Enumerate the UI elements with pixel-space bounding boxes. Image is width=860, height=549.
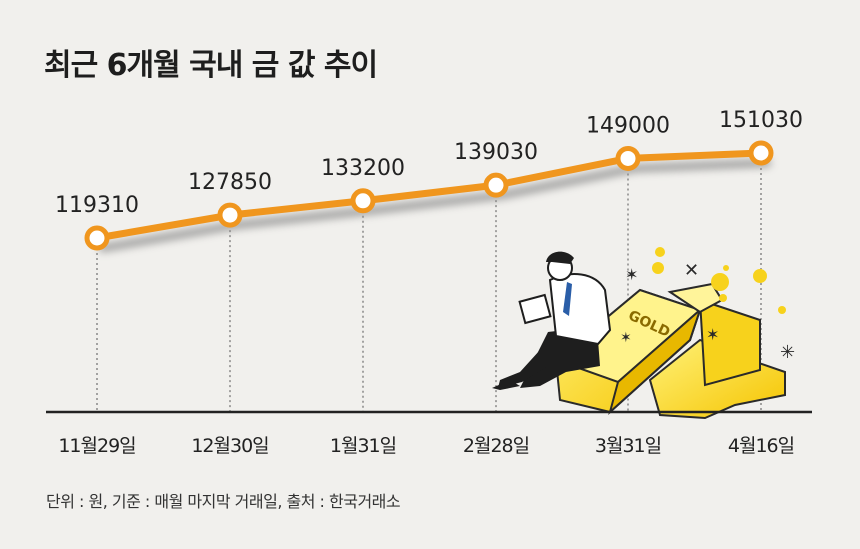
- x-tick-label: 4월16일: [728, 435, 794, 457]
- svg-text:✳: ✳: [780, 342, 795, 363]
- data-point: [483, 172, 509, 198]
- svg-text:✶: ✶: [706, 325, 719, 344]
- x-tick-label: 11월29일: [58, 435, 135, 457]
- data-label: 119310: [55, 193, 139, 218]
- x-tick-label: 2월28일: [463, 435, 529, 457]
- x-tick-labels: 11월29일 12월30일 1월31일 2월28일 3월31일 4월16일: [58, 435, 795, 457]
- chart-title: 최근 6개월 국내 금 값 추이: [44, 48, 378, 83]
- businessman: [492, 251, 612, 390]
- series-line: [93, 149, 765, 242]
- data-label: 139030: [454, 140, 538, 165]
- svg-text:✕: ✕: [684, 260, 699, 281]
- data-point: [748, 140, 774, 166]
- x-tick-label: 3월31일: [595, 435, 661, 457]
- footnote: 단위 : 원, 기준 : 매월 마지막 거래일, 출처 : 한국거래소: [46, 492, 401, 511]
- x-tick-label: 12월30일: [191, 435, 268, 457]
- data-label: 149000: [586, 113, 670, 138]
- x-tick-label: 1월31일: [330, 435, 396, 457]
- series-line-shadow: [98, 158, 772, 253]
- data-label: 127850: [188, 170, 272, 195]
- svg-text:✶: ✶: [620, 330, 632, 346]
- data-markers: [84, 140, 774, 251]
- svg-text:✶: ✶: [625, 265, 638, 284]
- data-point: [217, 202, 243, 228]
- data-point: [84, 225, 110, 251]
- businessman-on-gold-illustration: GOLD ✶ ✕ ✳ ✶ ✶: [492, 247, 795, 420]
- data-point: [615, 145, 641, 171]
- data-label: 133200: [321, 156, 405, 181]
- data-label: 151030: [719, 108, 803, 133]
- data-labels: 119310 127850 133200 139030 149000 151030: [55, 108, 803, 218]
- data-point: [350, 188, 376, 214]
